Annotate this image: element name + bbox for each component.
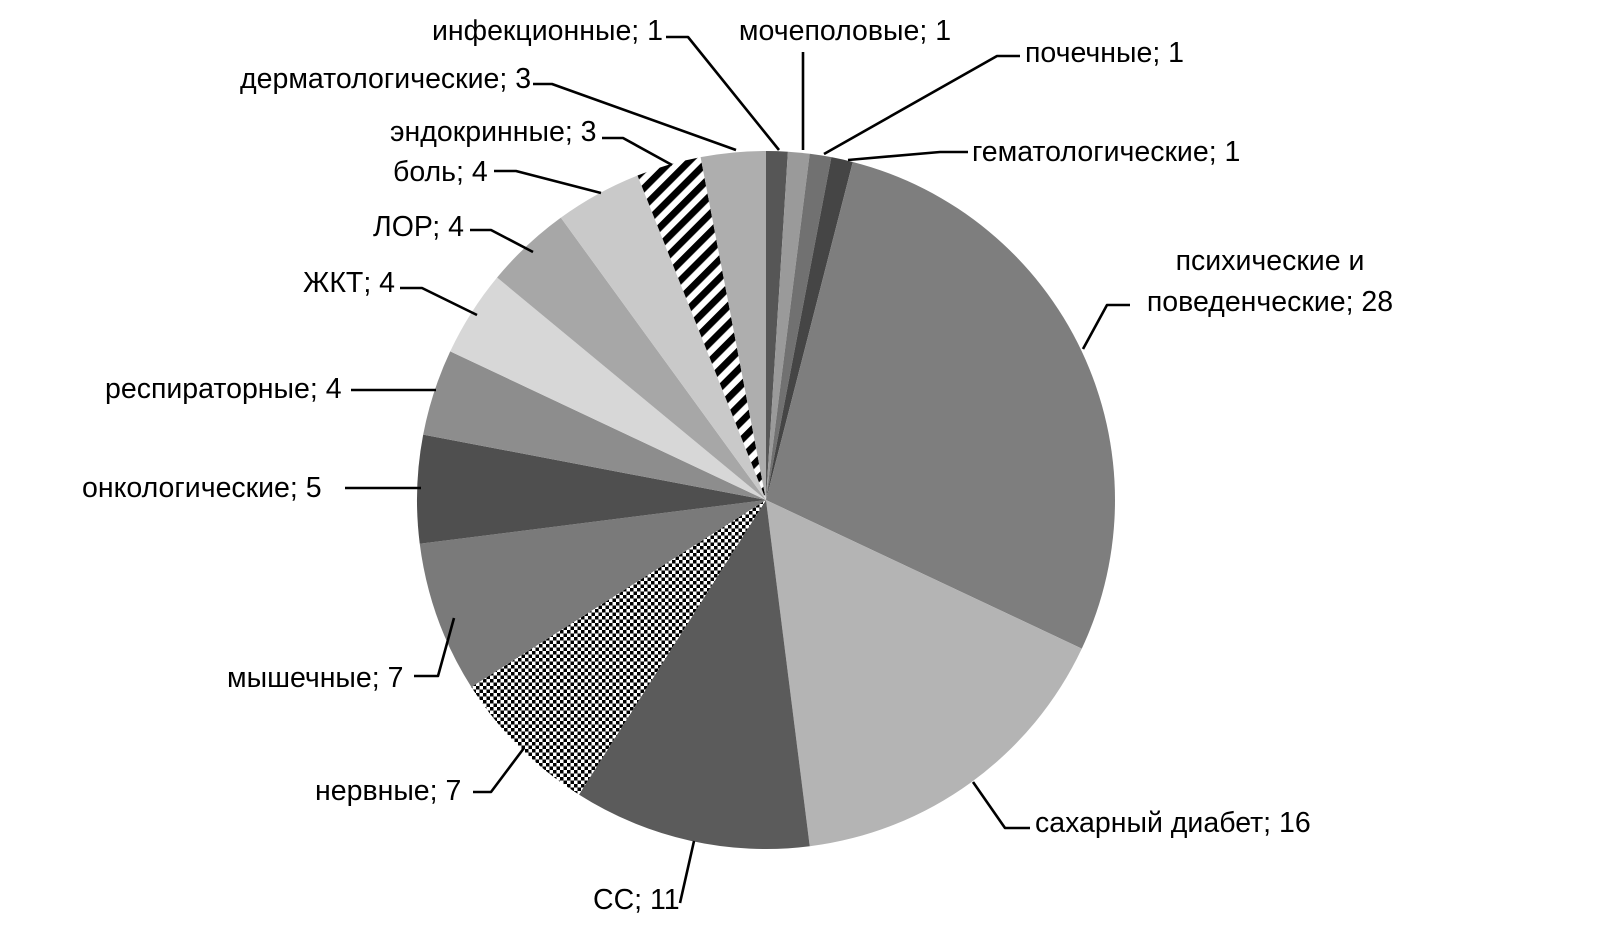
slice-label-hematological: гематологические; 1: [972, 136, 1240, 168]
pie-slice-gastrointestinal: [450, 277, 766, 500]
slice-label-muscular: мышечные; 7: [227, 662, 403, 694]
leader-line-gastrointestinal: [400, 286, 478, 317]
pie-slice-dermatological: [700, 151, 766, 500]
pie-slice-hematological: [766, 157, 853, 500]
slice-label-diabetes: сахарный диабет; 16: [1035, 807, 1311, 839]
pie-slice-genitourinary: [766, 151, 810, 500]
leader-line-dermatological: [533, 82, 737, 152]
pie-slice-mental: [766, 161, 1115, 649]
pie-slice-diabetes: [766, 500, 1082, 847]
leader-line-endocrine: [602, 136, 673, 167]
pie-slice-infectious: [766, 151, 788, 500]
slice-label-mental: психические и: [1176, 245, 1365, 277]
leader-line-renal: [823, 54, 1020, 156]
pie-slices: [416, 151, 1115, 850]
slice-label-renal: почечные; 1: [1025, 37, 1184, 69]
slice-label-oncological: онкологические; 5: [82, 472, 322, 504]
slice-label-nervous: нервные; 7: [315, 775, 461, 807]
slice-label-endocrine: эндокринные; 3: [390, 116, 597, 148]
leader-line-pain: [494, 169, 602, 195]
leader-line-diabetes: [971, 781, 1030, 830]
slice-labels: инфекционные; 1 мочеполовые; 1 почечные; 1…: [82, 15, 1393, 916]
leader-line-muscular: [414, 617, 456, 678]
slice-label-mental-line2: поведенческие; 28: [1147, 286, 1393, 318]
leader-line-nervous: [473, 747, 526, 794]
pie-slice-muscular: [419, 500, 766, 687]
leader-line-ent: [470, 228, 534, 254]
pie-slice-ent: [497, 217, 766, 500]
slice-label-infectious: инфекционные; 1: [432, 15, 663, 47]
pie-slice-oncological: [416, 434, 766, 544]
slice-label-ent: ЛОР; 4: [373, 211, 464, 243]
slice-label-pain: боль; 4: [393, 156, 488, 188]
leader-line-mental: [1081, 303, 1130, 350]
leader-line-hematological: [847, 150, 968, 162]
slice-label-dermatological: дерматологические; 3: [240, 63, 531, 95]
slice-label-cardiovascular: СС; 11: [593, 884, 680, 916]
pie-slice-endocrine: [637, 157, 766, 500]
leader-lines: [345, 35, 1130, 904]
slice-label-genitourinary: мочеполовые; 1: [739, 15, 951, 47]
slice-label-gastrointestinal: ЖКТ; 4: [303, 267, 395, 299]
pie-slice-cardiovascular: [579, 500, 810, 850]
leader-line-cardiovascular: [678, 840, 696, 904]
pie-slice-respiratory: [423, 351, 766, 500]
slice-label-respiratory: респираторные; 4: [105, 373, 342, 405]
pie-slice-renal: [766, 153, 832, 500]
leader-line-infectious: [666, 35, 781, 151]
pie-slice-pain: [560, 175, 766, 500]
pie-slice-nervous: [471, 500, 766, 795]
